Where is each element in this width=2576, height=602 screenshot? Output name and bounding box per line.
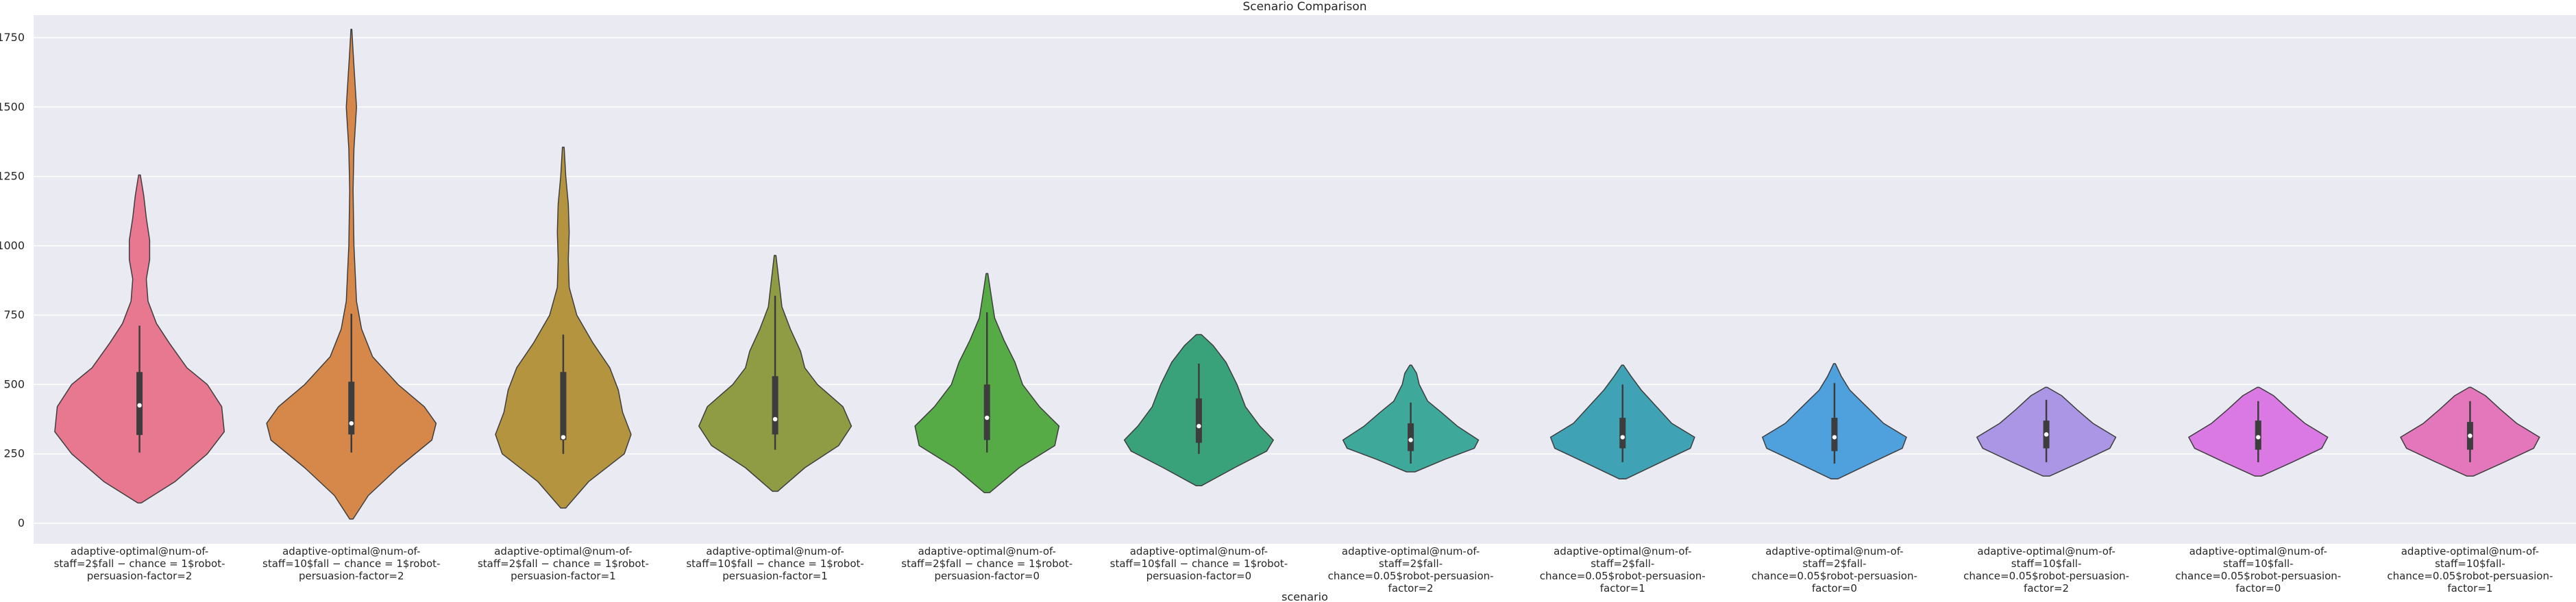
x-tick-label: adaptive-optimal@num-of-staff=2$fall − c… bbox=[901, 545, 1072, 582]
violin-iqr-box bbox=[983, 384, 990, 440]
x-tick-labels: adaptive-optimal@num-of-staff=2$fall − c… bbox=[54, 545, 2553, 594]
violin-median-point bbox=[985, 415, 990, 421]
violin-median-point bbox=[561, 435, 566, 440]
y-tick-labels: 0 250 500 750 1000 1250 1500 1750 bbox=[0, 31, 25, 529]
plot-background bbox=[34, 15, 2576, 544]
x-tick-label: adaptive-optimal@num-of-staff=2$fall − c… bbox=[478, 545, 649, 582]
x-tick-label: adaptive-optimal@num-of-staff=2$fall − c… bbox=[54, 545, 225, 582]
violins bbox=[54, 29, 2540, 520]
x-tick-label: adaptive-optimal@num-of-staff=2$fall-cha… bbox=[1752, 545, 1917, 594]
x-tick-label: adaptive-optimal@num-of-staff=10$fall − … bbox=[262, 545, 440, 582]
violin-median-point bbox=[137, 403, 142, 408]
y-tick-label: 1500 bbox=[0, 100, 25, 113]
y-tick-label: 250 bbox=[3, 447, 25, 460]
violin-iqr-box bbox=[1831, 418, 1838, 451]
x-tick-label: adaptive-optimal@num-of-staff=10$fall − … bbox=[686, 545, 863, 582]
violin-median-point bbox=[349, 421, 354, 426]
x-tick-label: adaptive-optimal@num-of-staff=2$fall-cha… bbox=[1540, 545, 1706, 594]
violin-iqr-box bbox=[1408, 423, 1414, 451]
y-tick-label: 500 bbox=[3, 377, 25, 390]
x-tick-label: adaptive-optimal@num-of-staff=2$fall-cha… bbox=[1328, 545, 1494, 594]
violin-body bbox=[495, 147, 632, 509]
violin-iqr-box bbox=[1195, 398, 1202, 443]
violin-median-point bbox=[772, 416, 778, 422]
y-tick-label: 1750 bbox=[0, 31, 25, 44]
violin-median-point bbox=[1832, 435, 1837, 440]
y-tick-label: 750 bbox=[3, 308, 25, 321]
y-tick-label: 0 bbox=[18, 516, 25, 529]
violin-iqr-box bbox=[560, 372, 567, 440]
y-gridlines bbox=[34, 37, 2576, 524]
chart-title: Scenario Comparison bbox=[1242, 0, 1366, 14]
x-axis-label: scenario bbox=[1281, 590, 1328, 602]
violin-iqr-box bbox=[348, 381, 355, 435]
violin-median-point bbox=[2468, 434, 2473, 438]
y-tick-label: 1000 bbox=[0, 239, 25, 252]
violin-body bbox=[266, 29, 437, 520]
violin-median-point bbox=[2256, 435, 2261, 440]
violin-median-point bbox=[1197, 424, 1201, 429]
x-tick-label: adaptive-optimal@num-of-staff=10$fall-ch… bbox=[1963, 545, 2129, 594]
x-tick-label: adaptive-optimal@num-of-staff=10$fall-ch… bbox=[2175, 545, 2341, 594]
violin-median-point bbox=[1408, 438, 1413, 442]
violin-iqr-box bbox=[1619, 418, 1626, 449]
y-tick-label: 1250 bbox=[0, 170, 25, 183]
violin-median-point bbox=[1620, 435, 1625, 440]
violin-median-point bbox=[2044, 432, 2049, 437]
violin-iqr-box bbox=[772, 376, 778, 435]
x-tick-label: adaptive-optimal@num-of-staff=10$fall − … bbox=[1110, 545, 1288, 582]
x-tick-label: adaptive-optimal@num-of-staff=10$fall-ch… bbox=[2387, 545, 2553, 594]
